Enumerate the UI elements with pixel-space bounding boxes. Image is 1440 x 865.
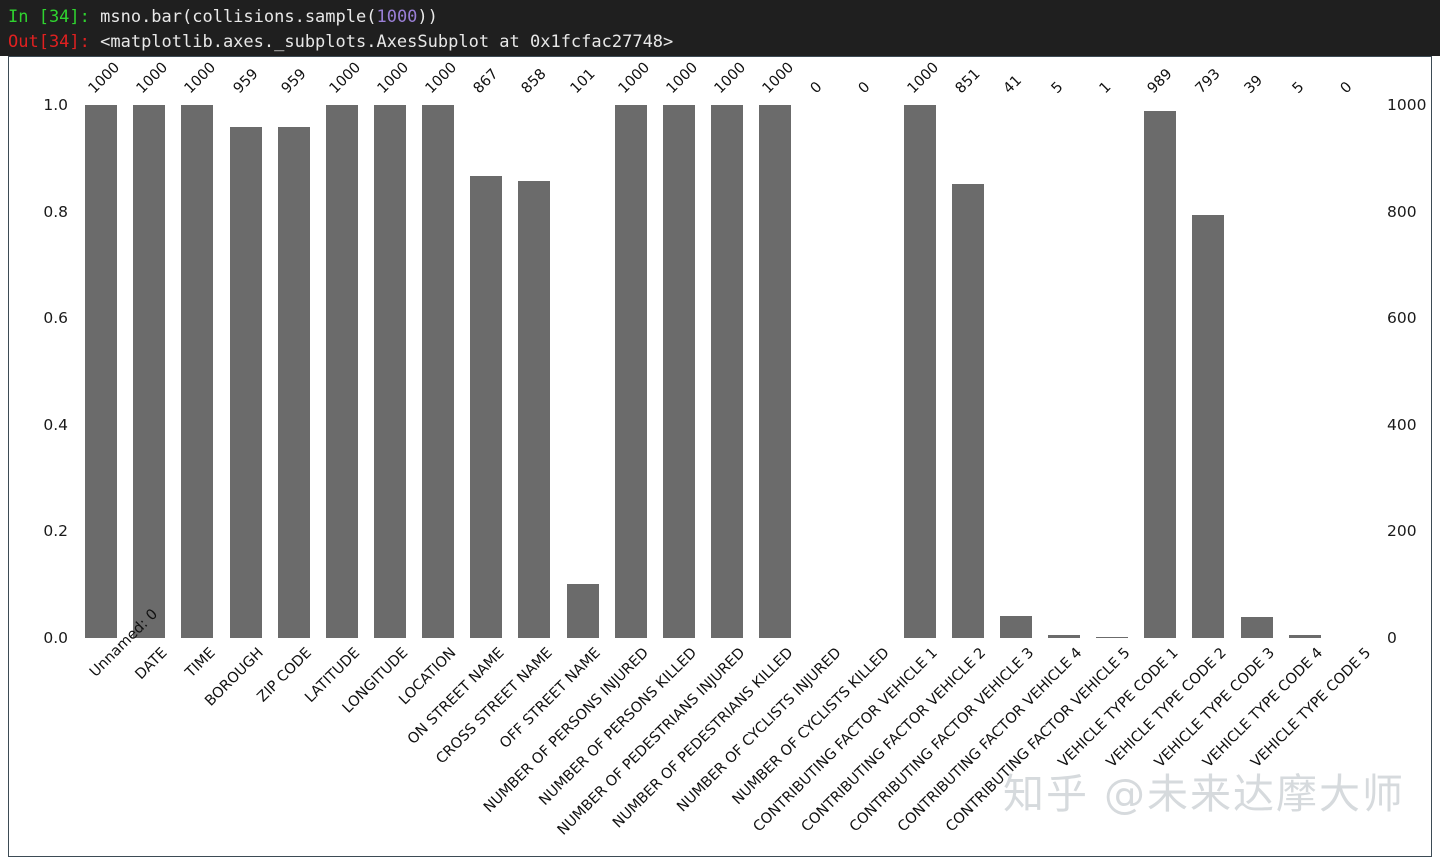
bar-value-label: 1000 (422, 59, 461, 97)
bar (1240, 617, 1273, 638)
bar (1288, 635, 1321, 638)
bar-value-label: 101 (567, 66, 599, 97)
bar (1192, 215, 1225, 638)
left-axis-tick-label: 0.8 (43, 202, 68, 221)
bar-value-label: 0 (856, 79, 874, 97)
bar (277, 126, 310, 638)
right-axis-tick-label: 400 (1387, 415, 1417, 434)
bar-value-label: 858 (519, 66, 550, 97)
bar-value-label: 1000 (133, 59, 172, 97)
bar-value-label: 959 (230, 66, 262, 97)
matplotlib-figure: 1000 1000 1000 959 959 1000 1000 1000 867 858 101 1… (8, 56, 1432, 857)
bar-value-label: 5 (1289, 79, 1308, 97)
bar (373, 105, 406, 638)
bar (1144, 110, 1177, 638)
bar (325, 105, 358, 638)
console-input-line: In [34]: msno.bar(collisions.sample(1000… (8, 6, 438, 28)
left-axis-tick-label: 0.2 (43, 522, 68, 541)
bar-value-label: 867 (470, 66, 502, 97)
bar (903, 105, 936, 638)
bar-value-label: 0 (807, 79, 826, 97)
bar (951, 184, 984, 638)
bar (566, 584, 599, 638)
input-code-number: 1000 (376, 7, 418, 27)
watermark: 知乎 @未来达摩大师 (1002, 770, 1405, 818)
bar (229, 126, 262, 638)
bar (133, 105, 166, 638)
bar-value-label: 1000 (374, 59, 413, 97)
right-axis-tick-label: 800 (1387, 202, 1417, 221)
right-axis-tick-label: 1000 (1387, 96, 1427, 114)
bar (711, 105, 743, 638)
input-code-after: )) (417, 7, 438, 27)
left-axis-tick-label: 0.6 (43, 309, 68, 328)
output-prompt: Out[34]: (8, 32, 90, 52)
bar-value-label: 1000 (182, 59, 220, 97)
bar-value-label: 793 (1193, 66, 1225, 97)
right-axis-tick-label: 600 (1387, 309, 1417, 328)
left-axis-tick-label: 1.0 (43, 96, 68, 114)
bar-value-label: 5 (1048, 79, 1067, 97)
bar (1048, 635, 1081, 638)
bar-value-label: 0 (1337, 79, 1356, 97)
right-axis-tick-label: 200 (1387, 522, 1417, 541)
console-output-line: Out[34]: <matplotlib.axes._subplots.Axes… (8, 31, 673, 53)
input-code-before: msno.bar(collisions.sample( (89, 7, 377, 27)
bar (662, 105, 695, 638)
bar-value-label: 989 (1145, 66, 1176, 97)
bar-value-label: 1000 (904, 59, 942, 97)
bar-value-label: 1 (1096, 79, 1115, 97)
bar-value-label: 1000 (85, 59, 124, 97)
output-text: <matplotlib.axes._subplots.AxesSubplot a… (89, 32, 674, 52)
bar-value-label: 851 (952, 66, 984, 97)
bar (759, 105, 792, 638)
right-axis-tick-label: 0 (1387, 629, 1397, 647)
bar-value-label: 41 (1000, 72, 1025, 97)
bar-value-label: 1000 (711, 59, 750, 97)
bar (999, 616, 1032, 638)
left-axis-tick-label: 0.0 (43, 629, 68, 647)
bar-value-label: 1000 (663, 59, 701, 97)
bar-value-label: 39 (1241, 72, 1266, 97)
left-axis-tick-label: 0.4 (43, 415, 68, 434)
bar-value-label: 959 (278, 66, 310, 97)
input-prompt: In [34]: (8, 7, 90, 27)
bar (518, 180, 551, 638)
bar (470, 175, 503, 638)
bar-value-label: 1000 (326, 59, 364, 97)
column-label: Unnamed: 0 (86, 606, 162, 681)
bar (614, 105, 647, 638)
plot-area (77, 105, 1377, 638)
notebook-console: In [34]: msno.bar(collisions.sample(1000… (0, 0, 1440, 56)
bar (181, 105, 214, 638)
bar (85, 105, 118, 638)
bar (422, 105, 455, 638)
bar-value-label: 1000 (615, 59, 653, 97)
bar (1096, 637, 1129, 638)
bar-value-label: 1000 (759, 59, 798, 97)
